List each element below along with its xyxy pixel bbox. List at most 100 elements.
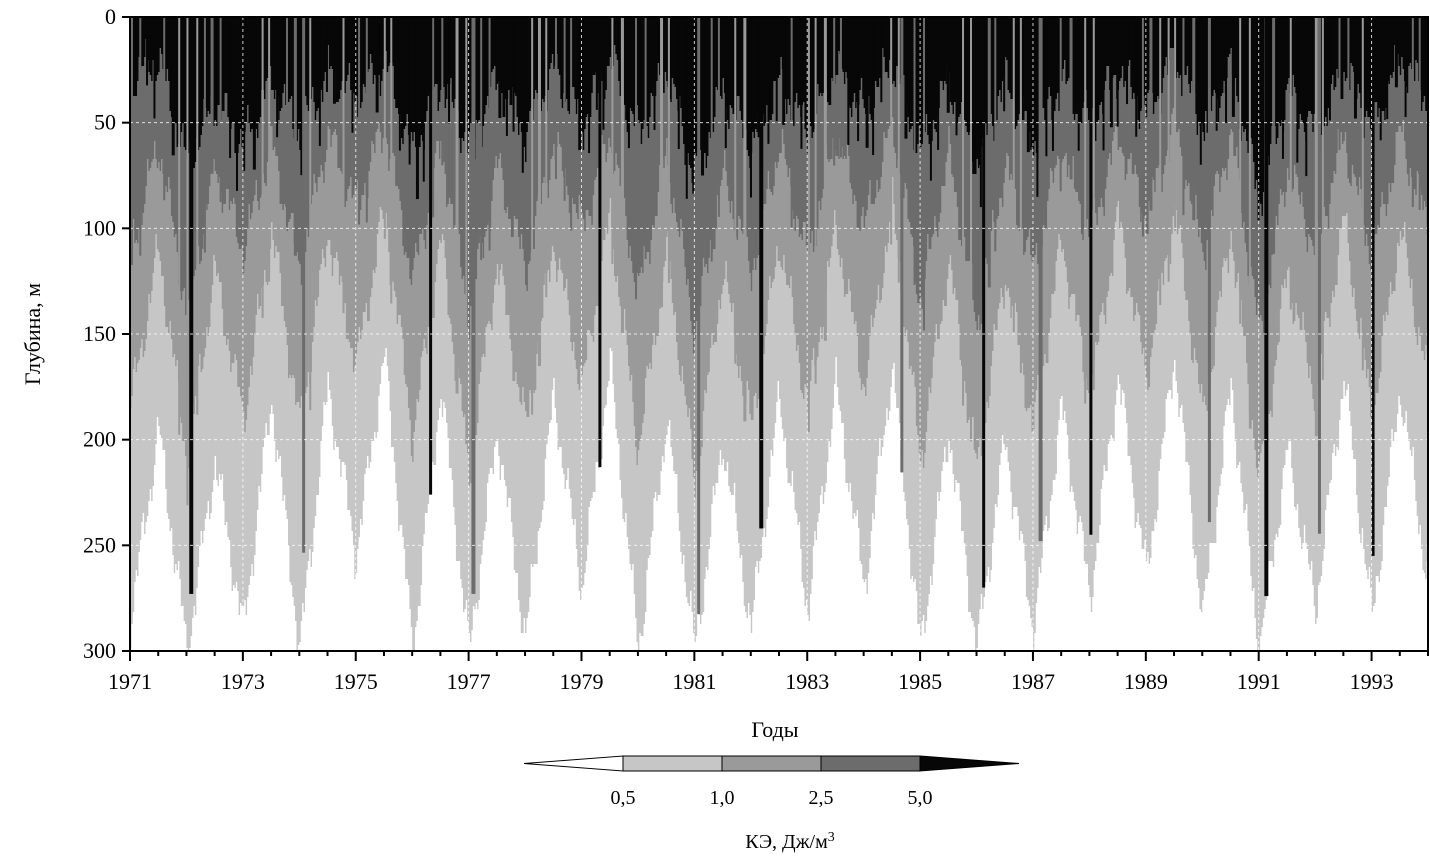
heatmap-streak bbox=[962, 17, 965, 406]
heatmap-streak bbox=[563, 17, 566, 201]
colorbar-lower-extension bbox=[523, 755, 624, 772]
heatmap-cut-streak bbox=[900, 17, 904, 473]
x-tick-label: 1979 bbox=[559, 669, 603, 694]
colorbar-title-main: КЭ, Дж/м bbox=[745, 831, 828, 853]
x-tick-label: 1981 bbox=[672, 669, 716, 694]
heatmap-streak bbox=[1248, 17, 1251, 429]
heatmap-streak bbox=[309, 17, 312, 411]
colorbar-tick-label: 5,0 bbox=[908, 787, 933, 809]
heatmap-streak-layer bbox=[130, 17, 1421, 615]
axis-layer: 0 50 100 150 200 250 300 1971 1973 1975 1977 1979 19… bbox=[20, 4, 1429, 742]
heatmap-streak bbox=[955, 17, 958, 136]
heatmap-streak bbox=[300, 17, 303, 176]
heatmap-streak bbox=[692, 17, 695, 194]
heatmap-streak bbox=[171, 17, 175, 156]
heatmap-streak bbox=[782, 17, 786, 125]
heatmap-streak bbox=[865, 17, 869, 148]
heatmap-streak bbox=[498, 17, 502, 118]
heatmap-streak bbox=[130, 17, 133, 266]
heatmap-streak bbox=[163, 17, 166, 201]
colorbar-title-superscript: 3 bbox=[828, 830, 835, 845]
heatmap-streak bbox=[318, 17, 321, 146]
colorbar-tick-label: 0,5 bbox=[611, 787, 636, 809]
x-tick-label: 1993 bbox=[1350, 669, 1394, 694]
heatmap-cut-streak bbox=[759, 17, 764, 529]
heatmap-streak bbox=[734, 17, 737, 364]
heatmap-streak bbox=[1135, 17, 1138, 137]
heatmap-streak bbox=[505, 17, 508, 136]
heatmap-streak bbox=[1059, 17, 1062, 192]
heatmap-streak bbox=[775, 17, 778, 122]
x-tick-label: 1983 bbox=[785, 669, 829, 694]
heatmap-streak bbox=[685, 17, 688, 199]
grid-layer bbox=[129, 17, 1428, 651]
heatmap-streak bbox=[839, 17, 842, 158]
heatmap-streak bbox=[644, 17, 647, 260]
heatmap-streak bbox=[800, 17, 803, 149]
heatmap-streak bbox=[611, 17, 614, 264]
heatmap-streak bbox=[1192, 17, 1196, 221]
heatmap-streak bbox=[880, 17, 883, 103]
heatmap-streak bbox=[1231, 17, 1235, 117]
heatmap-cut-streak bbox=[471, 17, 476, 594]
heatmap-streak bbox=[1338, 17, 1341, 151]
x-axis-title: Годы bbox=[751, 717, 798, 742]
heatmap-streak bbox=[390, 17, 393, 304]
x-tick-label: 1977 bbox=[447, 669, 491, 694]
heatmap-streak bbox=[724, 17, 727, 149]
heatmap-streak bbox=[276, 17, 279, 138]
heatmap-streak bbox=[701, 17, 705, 176]
colorbar-legend: 0,5 1,0 2,5 5,0 КЭ, Дж/м3 bbox=[523, 755, 1020, 853]
heatmap-streak bbox=[455, 17, 459, 394]
heatmap-cut-streak bbox=[697, 17, 701, 615]
heatmap-streak bbox=[415, 17, 419, 200]
heatmap-streak bbox=[1314, 17, 1318, 437]
heatmap-cut-streak bbox=[1317, 17, 1321, 534]
heatmap-streak bbox=[1394, 17, 1398, 88]
x-tick-label: 1971 bbox=[108, 669, 152, 694]
heatmap-streak bbox=[929, 17, 932, 181]
heatmap-streak bbox=[1084, 17, 1087, 404]
heatmap-streak bbox=[365, 17, 368, 223]
heatmap-streak bbox=[897, 17, 900, 283]
colorbar-swatch bbox=[622, 755, 723, 772]
colorbar-tick-label: 1,0 bbox=[710, 787, 735, 809]
heatmap-streak bbox=[814, 17, 817, 384]
heatmap-streak bbox=[186, 17, 189, 506]
heatmap-streak bbox=[432, 17, 435, 218]
heatmap-streak bbox=[1077, 17, 1080, 151]
heatmap-cut-streak bbox=[1264, 17, 1269, 597]
heatmap-streak bbox=[578, 17, 582, 151]
heatmap-streak bbox=[408, 17, 411, 165]
heatmap-streak bbox=[570, 17, 573, 231]
heatmap-streak bbox=[1347, 17, 1350, 179]
heatmap-streak bbox=[1206, 17, 1209, 133]
heatmap-streak bbox=[1379, 17, 1382, 141]
heatmap-streak bbox=[512, 17, 515, 132]
heatmap-cut-streak bbox=[1089, 17, 1093, 535]
heatmap-cut-streak bbox=[598, 17, 602, 468]
heatmap-cut-streak bbox=[189, 17, 194, 594]
x-tick-label: 1991 bbox=[1237, 669, 1281, 694]
heatmap-streak bbox=[767, 17, 770, 144]
heatmap-streak bbox=[970, 17, 973, 442]
heatmap-cut-streak bbox=[1207, 17, 1211, 523]
heatmap-streak bbox=[1386, 17, 1389, 120]
heatmap-streak bbox=[627, 17, 630, 149]
heatmap-streak bbox=[203, 17, 206, 253]
heatmap-streak bbox=[261, 17, 264, 318]
heatmap-streak bbox=[1257, 17, 1260, 221]
y-tick-label: 300 bbox=[83, 638, 116, 663]
heatmap-streak bbox=[620, 17, 624, 333]
heatmap-streak bbox=[937, 17, 940, 150]
heatmap-cut-streak bbox=[429, 17, 433, 495]
heatmap-streak bbox=[823, 17, 827, 341]
heatmap-streak bbox=[1404, 17, 1407, 118]
x-tick-label: 1973 bbox=[221, 669, 265, 694]
heatmap-streak bbox=[595, 17, 598, 110]
heatmap-streak bbox=[1003, 17, 1006, 112]
y-tick-label: 100 bbox=[83, 215, 116, 240]
heatmap-streak bbox=[1272, 17, 1276, 254]
heatmap-streak bbox=[521, 17, 524, 173]
